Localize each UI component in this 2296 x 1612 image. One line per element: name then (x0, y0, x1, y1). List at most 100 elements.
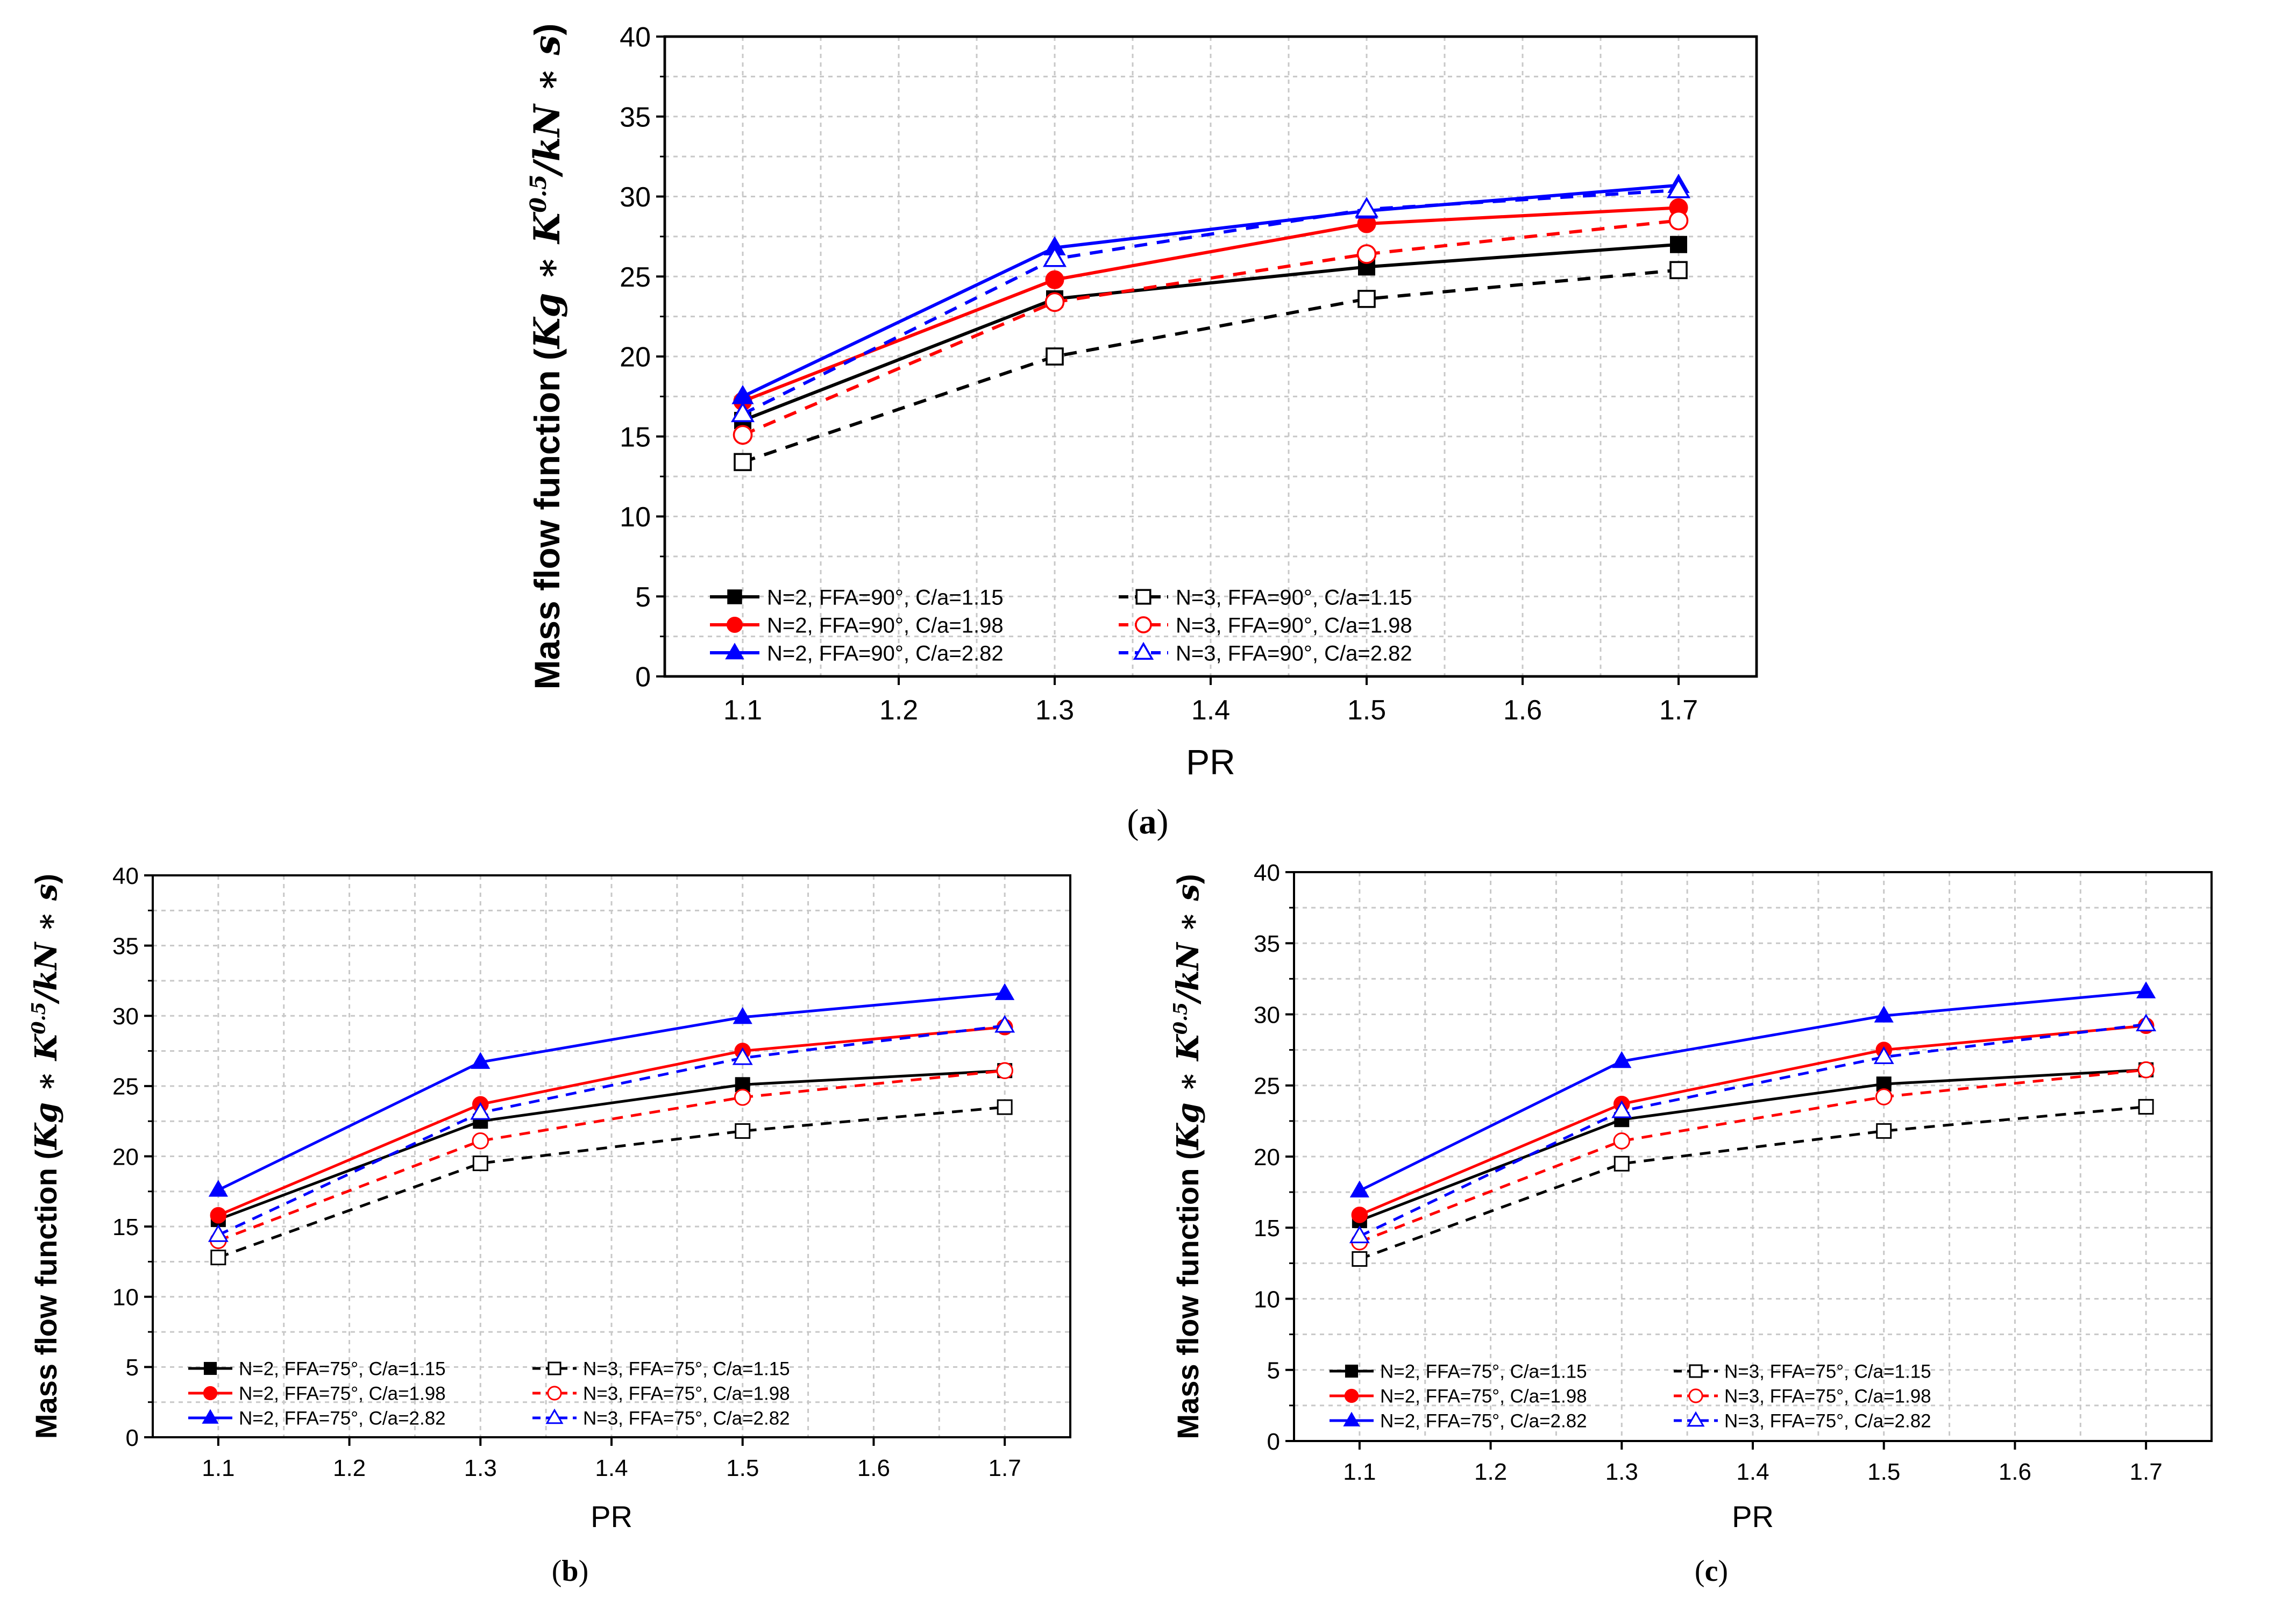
series-line (217, 1069, 1005, 1242)
data-point (995, 983, 1015, 1000)
panel-c-chart: 1.1 1.2 1.3 1.4 1.5 1.6 1.7 0 5 10 15 20 25 30 35 40 PR M… (1170, 860, 2213, 1588)
y-tick-label: 25 (112, 1074, 139, 1100)
x-axis-label: PR (1732, 1500, 1774, 1533)
caption-letter: a (1139, 802, 1157, 841)
x-tick-label: 1.2 (333, 1455, 366, 1481)
y-axis-label-text: Mass flow function ( (29, 1150, 63, 1439)
data-point (472, 1132, 489, 1150)
legend: N=2, FFA=75°, C/a=1.15 N=2, FFA=75°, C/a=… (188, 1359, 790, 1429)
x-tick-label: 1.1 (723, 695, 762, 726)
data-point (1357, 290, 1376, 308)
grid (665, 37, 1757, 676)
legend-marker (1343, 1411, 1360, 1426)
series-line (742, 188, 1679, 416)
y-axis-label-close: ) (29, 874, 63, 884)
y-tick-label: 35 (620, 102, 651, 133)
series-line (1359, 1024, 2146, 1216)
legend-label: N=3, FFA=75°, C/a=1.98 (583, 1383, 790, 1404)
x-tick-label: 1.2 (879, 695, 918, 726)
legend-label: N=2, FFA=75°, C/a=1.15 (1380, 1361, 1587, 1382)
y-tick-label: 30 (620, 182, 651, 213)
x-axis-label: PR (591, 1500, 632, 1533)
data-point (997, 1099, 1013, 1115)
caption-open-paren: ( (1127, 802, 1139, 841)
data-point (2138, 1099, 2154, 1115)
series-line (217, 1069, 1005, 1221)
data-point (208, 1224, 229, 1242)
legend-marker (545, 1408, 564, 1424)
legend-marker (1687, 1411, 1705, 1427)
caption-close-paren: ) (1718, 1554, 1728, 1588)
series-line (217, 1025, 1005, 1217)
series-line (742, 242, 1679, 422)
series-4 (210, 1099, 1013, 1266)
series-3 (1349, 981, 2156, 1197)
data-point (1354, 197, 1379, 218)
legend-marker (547, 1386, 562, 1401)
data-point (471, 1052, 491, 1069)
x-tick-label: 1.4 (1191, 695, 1230, 726)
y-tick-label: 0 (1267, 1429, 1280, 1455)
series-3 (208, 983, 1015, 1197)
legend-marker (1344, 1388, 1359, 1403)
y-tick-label: 15 (1254, 1215, 1280, 1242)
series-line (742, 206, 1679, 403)
data-point (1042, 246, 1067, 267)
series-line (1359, 1023, 2146, 1238)
panel-caption: (b) (552, 1554, 588, 1588)
series-line (1359, 1068, 2146, 1244)
data-point (734, 1088, 751, 1106)
data-point (1349, 1225, 1370, 1244)
legend-marker (548, 1361, 561, 1375)
data-point (996, 1062, 1013, 1079)
data-point (734, 453, 752, 472)
data-point (1876, 1123, 1892, 1139)
series-4 (734, 261, 1688, 472)
legend-label: N=3, FFA=75°, C/a=2.82 (583, 1408, 790, 1429)
y-axis-label: Mass flow function (Kg ∗ K0.5/kN ∗ s) (1170, 874, 1206, 1439)
data-point (470, 1102, 491, 1120)
y-tick-label: 15 (620, 422, 651, 453)
legend-label: N=2, FFA=75°, C/a=2.82 (1380, 1411, 1587, 1432)
legend-marker (203, 1361, 217, 1375)
y-tick-label: 30 (1254, 1002, 1280, 1028)
panel-caption: (a) (1127, 802, 1169, 841)
y-tick-label: 5 (126, 1354, 139, 1381)
legend: N=2, FFA=90°, C/a=1.15 N=2, FFA=90°, C/a=… (710, 586, 1412, 665)
data-point (1873, 1046, 1894, 1064)
y-tick-label: 5 (635, 582, 651, 613)
caption-letter: c (1705, 1554, 1718, 1588)
legend-label: N=2, FFA=90°, C/a=2.82 (767, 641, 1004, 665)
data-point (472, 1155, 488, 1172)
data-point (2136, 981, 2156, 998)
x-tick-label: 1.7 (989, 1455, 1021, 1481)
x-tick-label: 1.6 (1999, 1459, 2031, 1485)
legend-label: N=3, FFA=90°, C/a=1.98 (1176, 614, 1412, 637)
data-point (1046, 347, 1064, 366)
legend-label: N=3, FFA=75°, C/a=2.82 (1724, 1411, 1931, 1432)
legend-marker (726, 616, 743, 633)
series-line (1359, 990, 2146, 1192)
caption-open-paren: ( (1695, 1554, 1705, 1588)
caption-close-paren: ) (1157, 802, 1169, 841)
y-tick-label: 40 (112, 863, 139, 889)
series-line (742, 219, 1679, 437)
y-tick-label: 0 (635, 662, 651, 693)
y-axis-label-units-denominator: /kN ∗ s (1170, 884, 1206, 1005)
y-axis-label-units-denominator: /kN ∗ s (29, 884, 64, 1005)
data-point (1666, 177, 1691, 198)
legend-marker (1135, 616, 1152, 633)
y-axis-label-text: Mass flow function ( (527, 348, 567, 689)
y-axis-label-exponent: 0.5 (28, 1002, 50, 1034)
x-tick-label: 1.5 (1347, 695, 1386, 726)
y-tick-label: 5 (1267, 1358, 1280, 1384)
data-point (1611, 1100, 1632, 1118)
y-tick-label: 10 (112, 1285, 139, 1311)
y-axis-label: Mass flow function (Kg ∗ K0.5/kN ∗ s) (525, 24, 568, 690)
series-line (742, 268, 1679, 464)
x-tick-label: 1.3 (1035, 695, 1074, 726)
x-tick-label: 1.6 (1503, 695, 1542, 726)
y-tick-label: 30 (112, 1003, 139, 1030)
data-point (2136, 1014, 2157, 1031)
